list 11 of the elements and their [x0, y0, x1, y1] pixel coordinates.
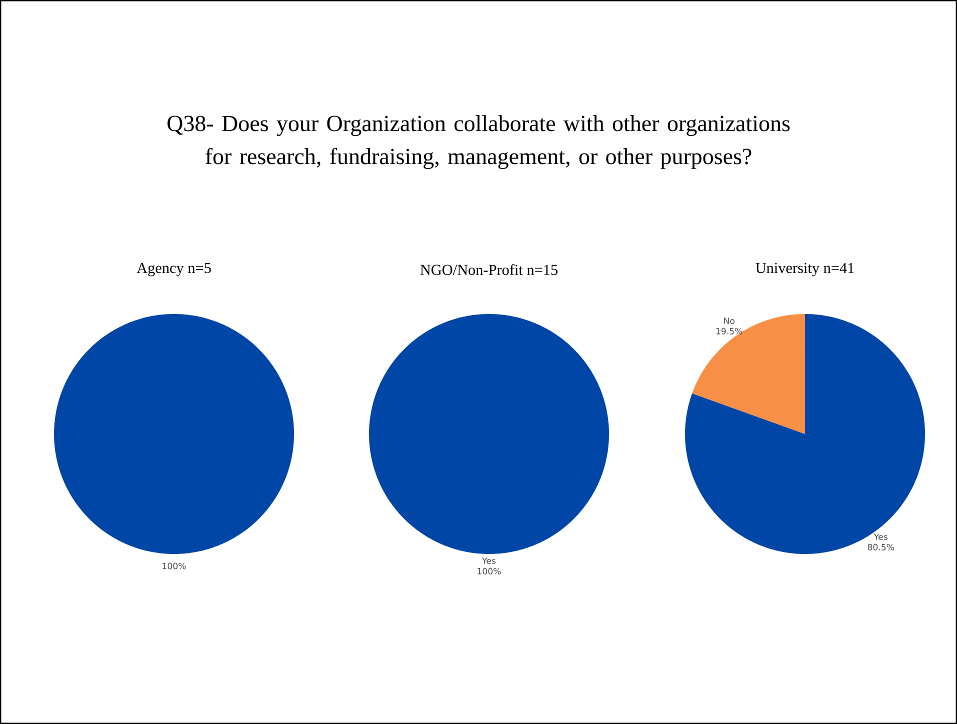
- data-label: 100%: [162, 562, 186, 570]
- chart-title: NGO/Non-Profit n=15: [420, 264, 558, 276]
- data-label: 100%: [478, 568, 501, 574]
- text: Q38- Does your Organization collaborate with other organizations for research, fundraising, management, or other purposes?: [168, 115, 790, 169]
- data-label: 80.5%: [868, 544, 894, 550]
- slice-label: Yes: [482, 558, 496, 564]
- chart-title: Agency n=5: [136, 262, 211, 276]
- slice-label: Yes: [874, 534, 888, 540]
- data-label: 19.5%: [716, 328, 742, 334]
- slice-label: No: [724, 318, 734, 324]
- chart-title: University n=41: [756, 262, 854, 276]
